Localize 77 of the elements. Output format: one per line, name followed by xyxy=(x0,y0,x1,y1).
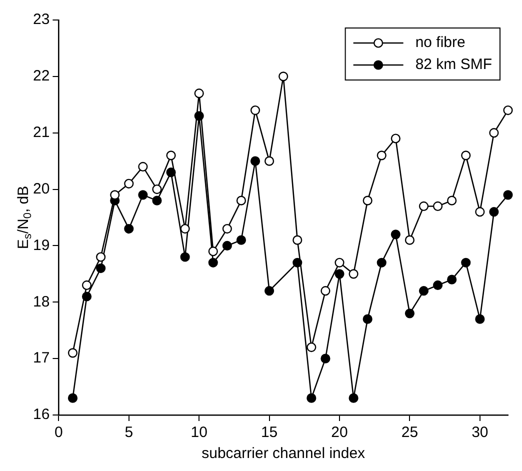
point xyxy=(138,190,148,200)
y-tick-label: 17 xyxy=(32,350,50,367)
point xyxy=(110,190,120,200)
point xyxy=(320,354,330,364)
point xyxy=(503,190,513,200)
point xyxy=(124,178,134,188)
point xyxy=(503,105,513,116)
point xyxy=(489,128,499,138)
point xyxy=(278,72,288,82)
point xyxy=(152,184,162,194)
point xyxy=(208,258,218,268)
point xyxy=(236,196,246,206)
point xyxy=(376,150,386,160)
point xyxy=(306,393,316,403)
point xyxy=(447,274,457,284)
point xyxy=(447,196,457,206)
point xyxy=(348,393,358,403)
x-tick-label: 15 xyxy=(260,424,278,442)
point xyxy=(404,235,415,245)
x-tick-label: 5 xyxy=(124,424,134,442)
point xyxy=(250,156,260,166)
point xyxy=(432,201,443,212)
point xyxy=(475,207,485,217)
point xyxy=(222,240,232,251)
x-tick-label: 10 xyxy=(190,424,208,442)
point xyxy=(334,269,344,279)
point xyxy=(320,286,330,296)
point xyxy=(432,280,443,290)
legend-label: no fibre xyxy=(415,34,466,52)
point xyxy=(68,348,78,358)
point xyxy=(362,314,372,324)
point xyxy=(376,258,386,268)
point xyxy=(250,105,260,116)
y-tick-label: 23 xyxy=(32,11,50,28)
point xyxy=(348,269,358,279)
y-tick-label: 18 xyxy=(32,293,50,310)
point xyxy=(418,286,429,296)
point xyxy=(96,263,106,274)
point xyxy=(166,150,176,160)
y-tick-label: 19 xyxy=(32,236,50,254)
point xyxy=(194,88,204,98)
point xyxy=(124,224,134,234)
y-tick-label: 20 xyxy=(32,180,50,198)
point xyxy=(306,342,316,352)
x-tick-label: 0 xyxy=(54,424,63,442)
point xyxy=(236,235,246,245)
y-tick-label: 21 xyxy=(32,124,50,141)
y-tick-label: 22 xyxy=(32,68,50,85)
point xyxy=(264,286,274,296)
point xyxy=(362,196,372,206)
x-tick-label: 25 xyxy=(401,424,418,442)
legend-label: 82 km SMF xyxy=(415,56,492,74)
point xyxy=(264,156,274,166)
point xyxy=(208,246,218,256)
point xyxy=(489,207,499,217)
y-axis-title: Es/N0, dB xyxy=(15,186,34,250)
point xyxy=(461,258,471,268)
point xyxy=(334,258,344,268)
point xyxy=(390,230,400,240)
point xyxy=(390,134,400,144)
point xyxy=(404,308,415,318)
point xyxy=(475,314,485,324)
x-tick-label: 30 xyxy=(472,424,488,442)
point xyxy=(461,150,471,160)
point xyxy=(96,252,106,262)
x-tick-label: 20 xyxy=(331,424,348,442)
point xyxy=(222,224,232,234)
point xyxy=(138,162,148,172)
point xyxy=(292,235,302,245)
point xyxy=(418,201,429,212)
x-axis-title: subcarrier channel index xyxy=(202,445,366,462)
point xyxy=(180,224,190,234)
point xyxy=(68,393,78,403)
point xyxy=(82,280,92,290)
point xyxy=(152,196,162,206)
point xyxy=(180,252,190,262)
y-tick-label: 16 xyxy=(32,406,50,424)
